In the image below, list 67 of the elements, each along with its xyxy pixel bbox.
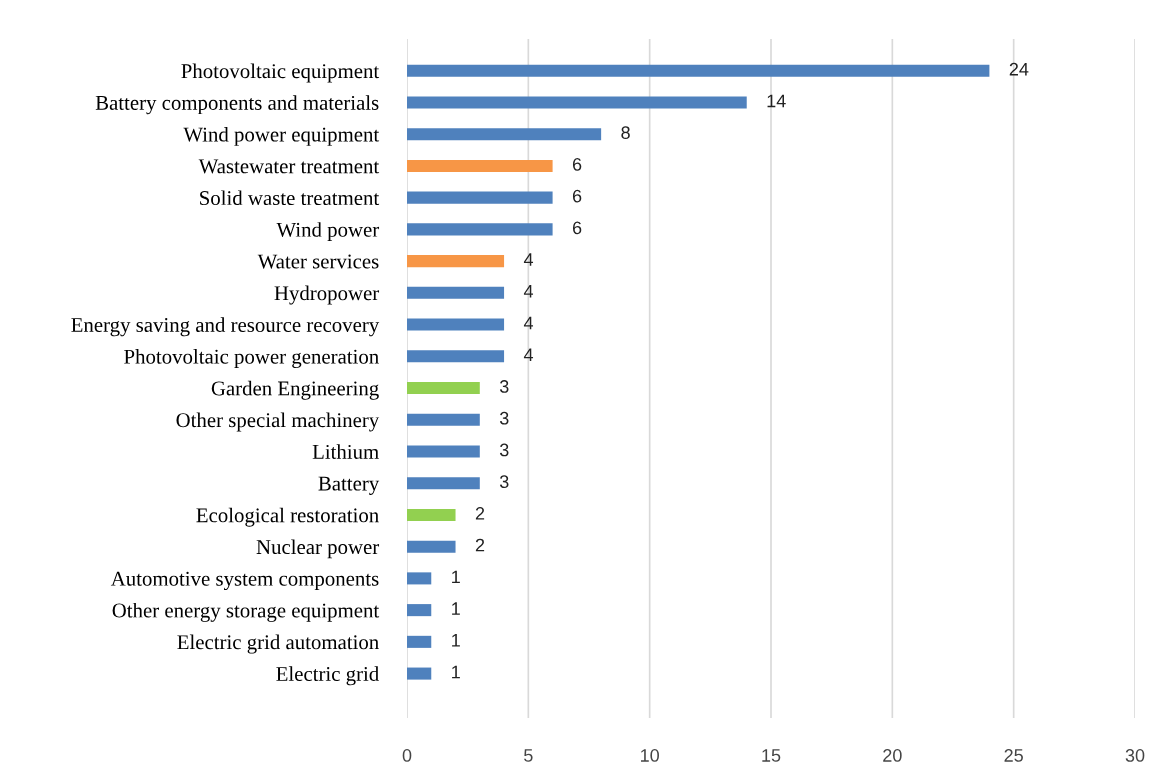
y-tick-label: Electric grid automation	[177, 634, 379, 654]
data-label: 24	[1009, 62, 1029, 76]
y-tick-label: Solid waste treatment	[200, 190, 380, 206]
bar	[407, 413, 480, 426]
data-label: 6	[572, 221, 582, 235]
x-tick-label: 30	[1125, 749, 1145, 762]
data-label: 3	[499, 411, 509, 425]
y-tick-label: Battery	[318, 476, 380, 495]
data-label: 1	[452, 602, 460, 615]
data-label: 3	[499, 380, 509, 393]
bar	[407, 381, 480, 395]
y-tick-label: Lithium	[312, 444, 379, 459]
bar	[407, 572, 432, 585]
x-tick-label: 15	[762, 749, 781, 762]
y-tick-label: Ecological restoration	[196, 507, 379, 527]
y-tick-label: Water services	[257, 254, 379, 269]
data-label: 4	[523, 348, 534, 361]
bar	[407, 286, 505, 299]
x-tick-label: 10	[641, 749, 659, 762]
y-tick-label: Wastewater treatment	[198, 159, 380, 174]
x-tick-label: 5	[524, 749, 533, 762]
bar	[407, 128, 602, 141]
bar	[407, 255, 505, 268]
data-label: 4	[523, 285, 534, 298]
bar	[407, 477, 480, 490]
y-tick-label: Other energy storage equipment	[112, 602, 380, 622]
bar	[407, 223, 553, 236]
data-label: 1	[452, 570, 460, 584]
data-label: 6	[572, 189, 582, 203]
bar	[407, 318, 505, 331]
y-tick-label: Photovoltaic power generation	[124, 349, 379, 369]
y-tick-label: Automotive system components	[110, 571, 379, 591]
data-label: 1	[452, 634, 460, 647]
data-label: 2	[475, 538, 485, 552]
y-tick-label: Battery components and materials	[95, 95, 379, 115]
y-tick-label: Electric grid	[276, 666, 379, 686]
y-tick-label: Other special machinery	[176, 412, 380, 432]
bar	[407, 64, 990, 77]
x-tick-label: 25	[1004, 749, 1023, 762]
data-label: 4	[523, 253, 534, 266]
data-label: 3	[499, 443, 509, 457]
x-tick-label: 0	[402, 749, 412, 762]
y-tick-label: Hydropower	[274, 285, 380, 305]
bar	[407, 540, 456, 553]
x-tick-label: 20	[883, 749, 902, 762]
y-tick-label: Photovoltaic equipment	[181, 63, 380, 83]
data-label: 1	[452, 665, 460, 679]
bar	[407, 445, 480, 458]
data-label: 4	[523, 316, 534, 330]
y-tick-label: Nuclear power	[256, 539, 380, 559]
data-label: 3	[499, 475, 509, 489]
bar	[407, 508, 456, 521]
y-tick-label: Energy saving and resource recovery	[71, 317, 380, 337]
data-label: 14	[767, 94, 786, 108]
bar	[407, 667, 432, 680]
data-label: 2	[475, 507, 485, 520]
bar	[407, 159, 553, 172]
bar	[407, 604, 432, 617]
data-label: 8	[621, 126, 630, 140]
bar	[407, 191, 553, 204]
y-tick-label: Wind power equipment	[183, 126, 380, 146]
data-label: 6	[572, 157, 582, 171]
y-tick-label: Garden Engineering	[211, 380, 379, 400]
bar	[407, 635, 432, 648]
y-tick-label: Wind power	[276, 222, 380, 242]
bar	[407, 350, 505, 363]
bar	[407, 96, 747, 109]
